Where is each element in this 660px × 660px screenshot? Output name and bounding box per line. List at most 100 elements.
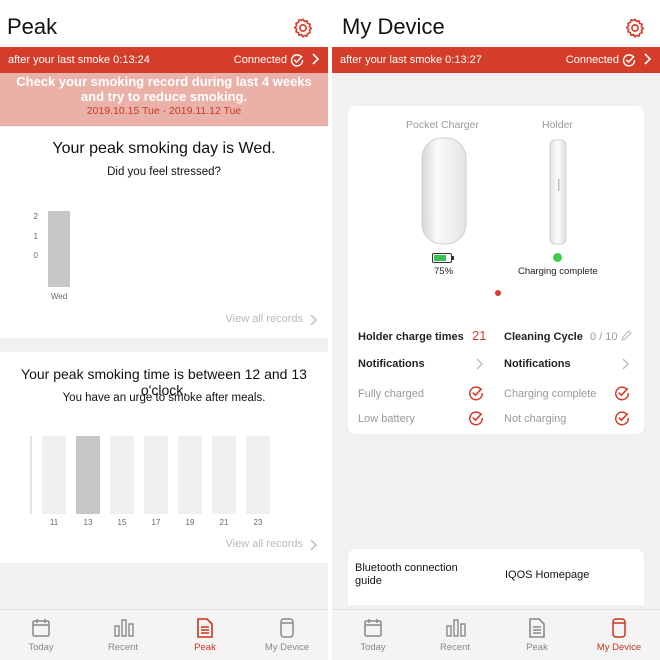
peak-day-subheading: Did you feel stressed? xyxy=(107,166,221,178)
calendar-icon xyxy=(32,619,50,637)
calendar-icon xyxy=(364,619,382,637)
cleaning-cycle-label: Cleaning Cycle xyxy=(504,331,583,343)
last-smoke-timer: after your last smoke 0:13:24 xyxy=(8,54,150,66)
peak-screen: Peak after your last smoke 0:13:24 Conne… xyxy=(0,0,328,660)
tab-today[interactable]: Today xyxy=(0,610,82,660)
check-circle-icon[interactable] xyxy=(614,385,630,401)
bar xyxy=(110,436,134,514)
bar xyxy=(178,436,202,514)
page-title: My Device xyxy=(342,14,445,39)
device-icon xyxy=(280,618,294,638)
peak-time-heading: Your peak smoking time is between 12 and… xyxy=(21,366,307,398)
x-tick-label: 19 xyxy=(186,518,195,527)
bar xyxy=(144,436,168,514)
battery-percent: 75% xyxy=(434,266,454,277)
header: My Device xyxy=(332,0,660,47)
tab-today[interactable]: Today xyxy=(332,610,414,660)
edit-pencil-icon[interactable] xyxy=(620,330,632,342)
x-tick-label: 23 xyxy=(254,518,263,527)
chevron-right-icon[interactable] xyxy=(475,358,483,370)
screen-divider xyxy=(328,0,332,660)
battery-icon xyxy=(432,253,454,263)
holder-charge-times-value: 21 xyxy=(472,328,487,343)
check-circle-icon xyxy=(622,54,636,67)
iqos-homepage-link[interactable]: IQOS Homepage xyxy=(505,569,590,581)
x-tick-label: 11 xyxy=(50,518,59,527)
document-icon xyxy=(197,618,213,638)
banner-dates: 2019.10.15 Tue - 2019.11.12 Tue xyxy=(86,105,242,117)
device-card: Pocket Charger Holder 75% Charging compl… xyxy=(348,106,644,434)
connection-status-bar[interactable]: after your last smoke 0:13:27 Connected xyxy=(332,47,660,73)
device-icon xyxy=(612,618,626,638)
tab-my-device[interactable]: My Device xyxy=(578,610,660,660)
check-circle-icon[interactable] xyxy=(614,410,630,426)
not-charging-label: Not charging xyxy=(504,413,567,425)
banner-message: Check your smoking record during last 4 … xyxy=(16,74,312,104)
y-tick-label: 2 xyxy=(34,212,39,221)
tab-my-device[interactable]: My Device xyxy=(246,610,328,660)
peak-time-card: Your peak smoking time is between 12 and… xyxy=(0,352,328,563)
connection-status-bar[interactable]: after your last smoke 0:13:24 Connected xyxy=(0,47,328,73)
fully-charged-label: Fully charged xyxy=(358,388,425,400)
holder-label: Holder xyxy=(542,119,573,131)
check-circle-icon[interactable] xyxy=(468,410,484,426)
peak-time-chart: 11 13 15 17 19 21 23 xyxy=(0,352,328,563)
bar xyxy=(76,436,100,514)
x-tick-label: 13 xyxy=(84,518,93,527)
tab-recent[interactable]: Recent xyxy=(414,610,496,660)
page-title: Peak xyxy=(7,14,58,39)
peak-time-subheading: You have an urge to smoke after meals. xyxy=(62,392,266,404)
chevron-right-icon[interactable] xyxy=(621,358,629,370)
connection-status: Connected xyxy=(565,54,619,66)
tab-peak[interactable]: Peak xyxy=(496,610,578,660)
notifications-left-label[interactable]: Notifications xyxy=(358,358,425,370)
connection-status: Connected xyxy=(233,54,287,66)
tab-peak[interactable]: Peak xyxy=(164,610,246,660)
record-banner: Check your smoking record during last 4 … xyxy=(0,73,328,126)
chevron-right-icon xyxy=(644,53,652,65)
pocket-charger-label: Pocket Charger xyxy=(406,119,479,131)
holder-status: Charging complete xyxy=(518,266,598,277)
x-tick-label: 17 xyxy=(152,518,161,527)
x-tick-label: 15 xyxy=(118,518,127,527)
cleaning-cycle-value: 0 / 10 xyxy=(590,331,618,343)
check-circle-icon[interactable] xyxy=(468,385,484,401)
header: Peak xyxy=(0,0,328,47)
y-tick-label: 0 xyxy=(34,251,39,260)
pocket-charger-image[interactable] xyxy=(420,136,468,246)
y-axis-line xyxy=(30,436,32,514)
tab-recent[interactable]: Recent xyxy=(82,610,164,660)
peak-day-chart: 2 1 0 Wed xyxy=(0,127,328,338)
tab-bar: Today Recent Peak My Device xyxy=(0,609,328,660)
links-card: Bluetooth connection guide IQOS Homepage xyxy=(348,549,644,605)
view-all-records-link[interactable]: View all records xyxy=(226,313,317,326)
bar xyxy=(48,211,70,287)
tab-bar: Today Recent Peak My Device xyxy=(332,609,660,660)
check-circle-icon xyxy=(290,54,304,67)
my-device-screen: My Device after your last smoke 0:13:27 … xyxy=(332,0,660,660)
x-tick-label: Wed xyxy=(51,292,67,301)
gear-icon[interactable] xyxy=(292,17,314,39)
x-tick-label: 21 xyxy=(220,518,229,527)
peak-day-chart-svg: 2 1 0 Wed xyxy=(34,211,70,301)
page-indicator-dot[interactable] xyxy=(495,290,501,296)
bar-chart-icon xyxy=(446,619,466,637)
peak-time-chart-svg: 11 13 15 17 19 21 23 xyxy=(30,436,270,527)
bar-chart-icon xyxy=(114,619,134,637)
last-smoke-timer: after your last smoke 0:13:27 xyxy=(340,54,482,66)
chevron-right-icon xyxy=(312,53,320,65)
low-battery-label: Low battery xyxy=(358,413,415,425)
peak-day-card: Your peak smoking day is Wed. Did you fe… xyxy=(0,127,328,338)
bar xyxy=(212,436,236,514)
charging-status-dot xyxy=(553,253,562,262)
peak-day-heading: Your peak smoking day is Wed. xyxy=(52,140,276,157)
notifications-right-label[interactable]: Notifications xyxy=(504,358,571,370)
bar xyxy=(42,436,66,514)
y-tick-label: 1 xyxy=(34,232,39,241)
bluetooth-guide-link[interactable]: Bluetooth connection guide xyxy=(355,562,458,587)
holder-image[interactable] xyxy=(548,139,568,245)
view-all-records-link[interactable]: View all records xyxy=(226,538,317,551)
holder-charge-times-label: Holder charge times xyxy=(358,331,464,343)
document-icon xyxy=(529,618,545,638)
gear-icon[interactable] xyxy=(624,17,646,39)
